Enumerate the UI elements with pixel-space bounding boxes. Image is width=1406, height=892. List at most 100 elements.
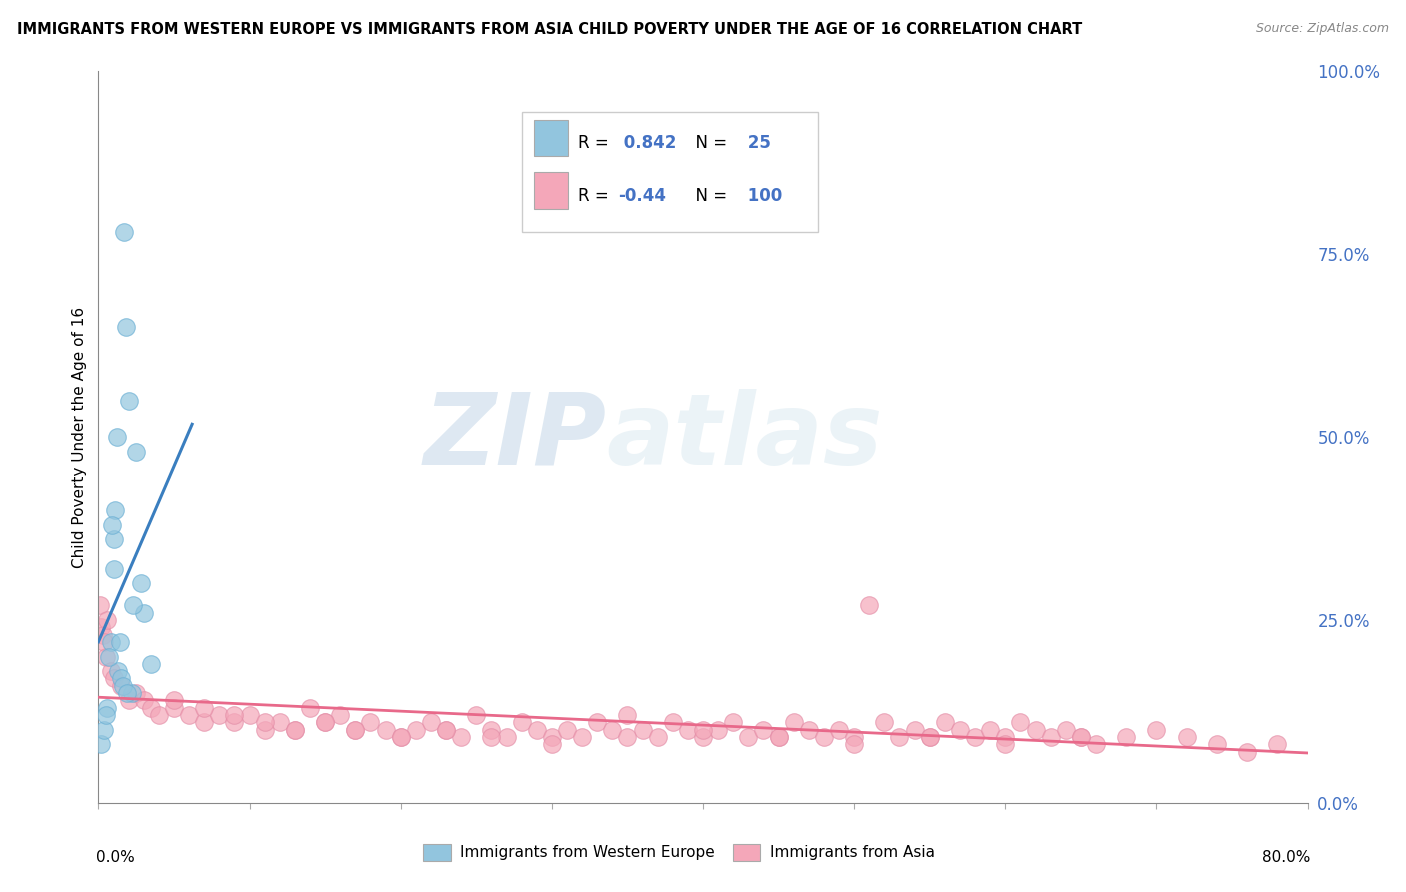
Point bbox=[828, 723, 851, 737]
Point bbox=[661, 715, 683, 730]
Point bbox=[284, 723, 307, 737]
Point bbox=[752, 723, 775, 737]
Point bbox=[949, 723, 972, 737]
Point bbox=[111, 679, 134, 693]
Point bbox=[253, 715, 276, 730]
Point bbox=[813, 730, 835, 744]
Text: 0.842: 0.842 bbox=[619, 134, 676, 153]
Point bbox=[125, 686, 148, 700]
Text: 0.0%: 0.0% bbox=[96, 850, 135, 865]
Point bbox=[112, 225, 135, 239]
FancyBboxPatch shape bbox=[522, 112, 818, 232]
Point bbox=[616, 730, 638, 744]
Point bbox=[374, 723, 396, 737]
Legend: Immigrants from Western Europe, Immigrants from Asia: Immigrants from Western Europe, Immigran… bbox=[415, 837, 942, 868]
Point bbox=[994, 737, 1017, 751]
Point bbox=[723, 715, 745, 730]
Point bbox=[141, 700, 163, 714]
Point bbox=[510, 715, 533, 730]
Point bbox=[101, 517, 124, 532]
Point bbox=[104, 503, 127, 517]
Point bbox=[737, 730, 759, 744]
Bar bbox=[534, 120, 568, 156]
Point bbox=[1039, 730, 1062, 744]
Point bbox=[465, 708, 488, 723]
Point bbox=[132, 606, 155, 620]
Point bbox=[676, 723, 699, 737]
Point bbox=[125, 444, 148, 458]
Point bbox=[405, 723, 427, 737]
Point bbox=[616, 708, 638, 723]
Point bbox=[692, 723, 714, 737]
Text: 80.0%: 80.0% bbox=[1261, 850, 1310, 865]
Text: IMMIGRANTS FROM WESTERN EUROPE VS IMMIGRANTS FROM ASIA CHILD POVERTY UNDER THE A: IMMIGRANTS FROM WESTERN EUROPE VS IMMIGR… bbox=[17, 22, 1083, 37]
Point bbox=[94, 649, 117, 664]
Point bbox=[224, 715, 246, 730]
Text: -0.44: -0.44 bbox=[619, 186, 666, 205]
Point bbox=[586, 715, 609, 730]
Point bbox=[873, 715, 896, 730]
Point bbox=[918, 730, 941, 744]
Point bbox=[979, 723, 1001, 737]
Point bbox=[783, 715, 806, 730]
Text: 100: 100 bbox=[742, 186, 782, 205]
Point bbox=[994, 730, 1017, 744]
Point bbox=[96, 613, 118, 627]
Point bbox=[90, 737, 112, 751]
Point bbox=[329, 708, 352, 723]
Point bbox=[132, 693, 155, 707]
Text: R =: R = bbox=[578, 134, 614, 153]
Point bbox=[389, 730, 412, 744]
Point bbox=[602, 723, 624, 737]
Point bbox=[707, 723, 730, 737]
Point bbox=[540, 730, 562, 744]
Point bbox=[208, 708, 231, 723]
Point bbox=[91, 627, 114, 641]
Text: N =: N = bbox=[685, 186, 733, 205]
Point bbox=[768, 730, 790, 744]
Point bbox=[114, 320, 136, 334]
Text: N =: N = bbox=[685, 134, 733, 153]
Point bbox=[1115, 730, 1137, 744]
Point bbox=[647, 730, 669, 744]
Text: Source: ZipAtlas.com: Source: ZipAtlas.com bbox=[1256, 22, 1389, 36]
Point bbox=[314, 715, 336, 730]
Point bbox=[434, 723, 457, 737]
Point bbox=[100, 635, 122, 649]
Point bbox=[89, 599, 111, 613]
Point bbox=[844, 730, 866, 744]
Point bbox=[224, 708, 246, 723]
Point bbox=[1206, 737, 1229, 751]
Point bbox=[1070, 730, 1092, 744]
Point bbox=[299, 700, 322, 714]
Point bbox=[450, 730, 472, 744]
Y-axis label: Child Poverty Under the Age of 16: Child Poverty Under the Age of 16 bbox=[72, 307, 87, 567]
Point bbox=[768, 730, 790, 744]
Point bbox=[110, 679, 132, 693]
Point bbox=[844, 737, 866, 751]
Point bbox=[1144, 723, 1167, 737]
Point bbox=[105, 430, 128, 444]
Point bbox=[110, 672, 132, 686]
Point bbox=[239, 708, 262, 723]
Point bbox=[103, 672, 125, 686]
Point bbox=[163, 693, 186, 707]
Point bbox=[571, 730, 593, 744]
Point bbox=[107, 664, 129, 678]
Point bbox=[858, 599, 880, 613]
Point bbox=[108, 635, 131, 649]
Point bbox=[141, 657, 163, 671]
Point bbox=[631, 723, 654, 737]
Point bbox=[179, 708, 201, 723]
Point bbox=[526, 723, 548, 737]
Point bbox=[434, 723, 457, 737]
Point bbox=[481, 723, 503, 737]
Point bbox=[163, 700, 186, 714]
Point bbox=[797, 723, 820, 737]
Text: R =: R = bbox=[578, 186, 614, 205]
Point bbox=[193, 700, 215, 714]
Point bbox=[389, 730, 412, 744]
Point bbox=[103, 562, 125, 576]
Point bbox=[965, 730, 987, 744]
Point bbox=[284, 723, 307, 737]
